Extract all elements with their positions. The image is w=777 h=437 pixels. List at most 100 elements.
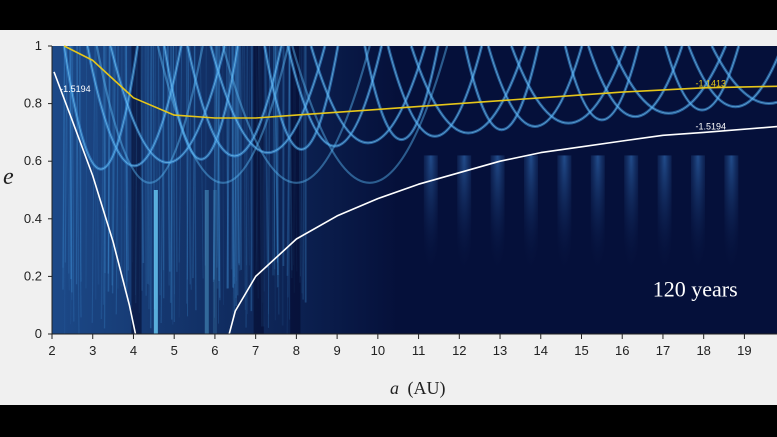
- chaotic-streak: [62, 45, 66, 290]
- chaotic-streak: [149, 45, 153, 329]
- resonance-shadow: [590, 155, 605, 277]
- chaotic-streak: [239, 45, 242, 270]
- chaotic-streak: [216, 45, 221, 268]
- energy-curve-yellow: [63, 45, 777, 119]
- resonance-arch-core: [387, 45, 483, 137]
- resonance-arch-core: [310, 45, 426, 144]
- x-axis-label: a (AU): [390, 378, 446, 399]
- chaotic-streak: [233, 45, 238, 284]
- x-tick-label: 6: [211, 343, 218, 358]
- y-tick-label: 0.4: [24, 211, 42, 226]
- x-tick-label: 2: [48, 343, 55, 358]
- chaotic-streak: [273, 45, 277, 276]
- resonance-arch-core: [187, 45, 282, 157]
- chaotic-streak: [302, 45, 306, 300]
- x-tick-label: 10: [371, 343, 385, 358]
- chaotic-streak: [186, 45, 191, 285]
- chaotic-streak: [178, 45, 183, 318]
- y-tick-label: 0.8: [24, 96, 42, 111]
- x-tick-label: 15: [574, 343, 588, 358]
- resonance-arch-core: [210, 45, 326, 153]
- chaotic-streak: [277, 45, 280, 315]
- chaotic-streak: [276, 45, 279, 288]
- chaotic-streak: [193, 45, 197, 311]
- chaotic-streak: [64, 45, 68, 263]
- chaotic-streak: [249, 45, 253, 266]
- chaotic-streak: [275, 45, 279, 275]
- chaotic-streak: [287, 45, 292, 298]
- chaotic-streak: [166, 45, 170, 286]
- chaotic-streak: [244, 45, 247, 266]
- chaotic-streak: [173, 45, 176, 295]
- chaotic-arch: [156, 45, 290, 184]
- chaotic-streak: [231, 45, 236, 317]
- chaotic-streak: [274, 45, 278, 263]
- chart: -1.5194-1.1413-1.5194 2 3 4 5 6 7 8 9 10 11 12 13 14…: [3, 38, 777, 399]
- heatmap-texture: [52, 45, 739, 334]
- resonance-arch-core: [711, 45, 777, 104]
- chaotic-streak: [111, 45, 116, 294]
- x-axis-ticks: 2 3 4 5 6 7 8 9 10 11 12 13 14 15 16 17 18 19: [48, 333, 777, 358]
- x-tick-label: 7: [252, 343, 259, 358]
- chaotic-arch: [222, 45, 371, 184]
- y-axis-ticks: 0 0.2 0.4 0.6 0.8 1: [24, 38, 53, 341]
- chaotic-streak: [124, 45, 127, 292]
- resonance-arch-core: [110, 45, 226, 163]
- x-tick-label: 8: [293, 343, 300, 358]
- time-annotation: 120 years: [653, 277, 738, 302]
- resonance-shadow: [690, 155, 705, 277]
- chaotic-streak: [189, 45, 192, 290]
- chaotic-streak: [91, 45, 96, 323]
- x-axis-var: a: [390, 378, 399, 398]
- resonance-column: [153, 190, 158, 334]
- resonance-arch-core: [511, 45, 626, 124]
- x-tick-label: 13: [493, 343, 507, 358]
- chaotic-streak: [246, 45, 251, 315]
- x-tick-label: 19: [737, 343, 751, 358]
- resonance-arch-core: [287, 45, 382, 147]
- figure-frame: -1.5194 -1.1413 -1.5194 2 3 4 5 6 7 8 9 10 11 12 13 14…: [0, 30, 777, 405]
- x-axis-unit: (AU): [408, 378, 446, 399]
- chaotic-streak: [146, 45, 150, 285]
- chaotic-streak: [232, 45, 236, 314]
- chaotic-streak: [214, 45, 219, 289]
- chaotic-streak: [178, 45, 183, 263]
- resonance-arch-core: [564, 45, 639, 121]
- chaotic-streak: [66, 45, 70, 291]
- chaotic-streak: [107, 45, 110, 274]
- y-tick-label: 0: [35, 326, 42, 341]
- chaotic-streak: [78, 45, 82, 318]
- resonance-shadow: [423, 155, 438, 277]
- x-tick-label: 9: [333, 343, 340, 358]
- x-tick-label: 3: [89, 343, 96, 358]
- resonance-shadow: [523, 155, 538, 277]
- chaotic-streak: [103, 45, 107, 329]
- chaotic-streak: [250, 45, 253, 312]
- chaotic-streak: [192, 45, 196, 279]
- chaotic-streak: [288, 45, 291, 320]
- chaotic-streak: [274, 45, 279, 288]
- resonance-arch-core: [611, 45, 727, 114]
- resonance-shadow: [490, 155, 505, 277]
- resonance-shadow: [724, 155, 739, 277]
- x-tick-label: 11: [412, 343, 426, 358]
- chaotic-streak: [85, 45, 87, 289]
- chaotic-streak: [64, 45, 66, 334]
- chaotic-streak: [300, 45, 303, 294]
- chaotic-streak: [62, 45, 65, 268]
- y-axis-label: e: [3, 164, 14, 190]
- resonance-arch-core: [487, 45, 583, 127]
- chaotic-streak: [243, 45, 246, 310]
- chaotic-streak: [186, 45, 189, 304]
- chaotic-streak: [167, 45, 171, 272]
- chaotic-streak: [235, 45, 237, 282]
- chaotic-streak: [158, 45, 161, 296]
- y-tick-label: 1: [35, 38, 42, 53]
- energy-curve-white: [228, 125, 777, 335]
- chaotic-streak: [245, 45, 249, 328]
- energy-curve-white: [53, 71, 137, 335]
- curve-label: -1.5194: [696, 122, 727, 132]
- resonance-shadow: [557, 155, 572, 277]
- resonance-arch-core: [464, 45, 539, 131]
- stability-gap: [131, 46, 142, 334]
